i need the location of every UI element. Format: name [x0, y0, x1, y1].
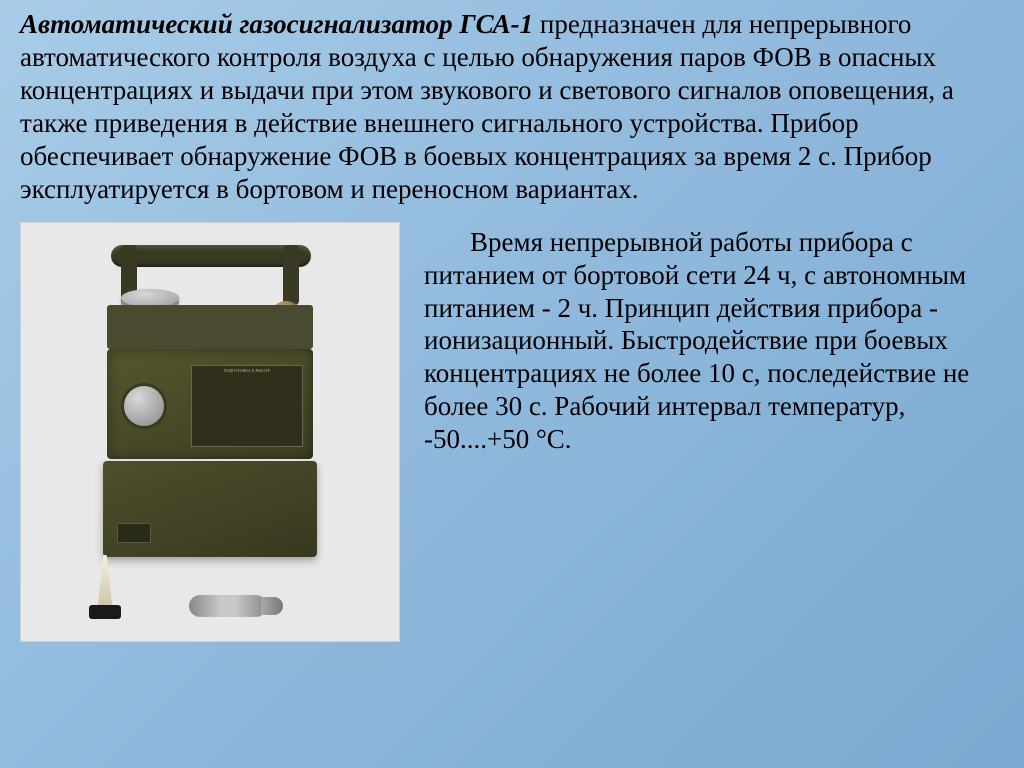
accessory-cone-icon [97, 555, 113, 613]
right-paragraph-body: Время непрерывной работы прибора с питан… [424, 226, 1004, 457]
accessory-probe-icon [189, 595, 267, 617]
device-photo: ПОДГОТОВКА К РАБОТЕ [20, 222, 400, 642]
lower-row: ПОДГОТОВКА К РАБОТЕ Время непрерывной ра… [20, 222, 1004, 642]
handle-bar-icon [111, 245, 311, 267]
device-title: Автоматический газосигнализатор ГСА-1 [20, 9, 533, 39]
handle-support-right-icon [283, 245, 299, 305]
device-illustration: ПОДГОТОВКА К РАБОТЕ [21, 223, 399, 641]
top-paragraph: Автоматический газосигнализатор ГСА-1 пр… [20, 8, 1004, 206]
instruction-plate: ПОДГОТОВКА К РАБОТЕ [191, 365, 303, 447]
accessory-probe-tip-icon [261, 597, 283, 615]
small-label-icon [117, 523, 151, 543]
accessory-cone-base-icon [89, 605, 121, 619]
cylinder-top-icon [121, 289, 179, 307]
top-plate-icon [107, 305, 313, 349]
control-knob-icon [121, 383, 167, 429]
right-paragraph: Время непрерывной работы прибора с питан… [424, 222, 1004, 642]
